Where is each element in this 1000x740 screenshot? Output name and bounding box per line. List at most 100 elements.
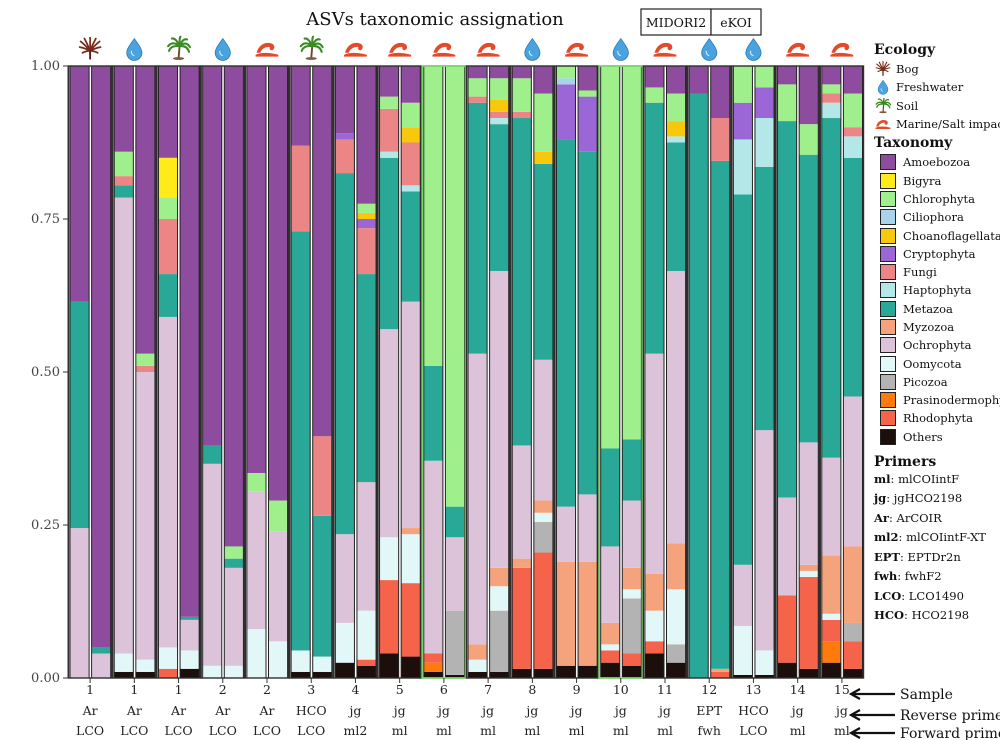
taxonomy-item-label: Others: [903, 429, 943, 444]
x-label-sample: 1: [175, 682, 183, 697]
bar-segment: [401, 656, 421, 678]
bar-segment: [468, 671, 488, 678]
x-label-sample: 5: [396, 682, 404, 697]
bar-segment: [578, 494, 598, 562]
bar-segment: [291, 650, 311, 672]
water-drop-icon: [701, 37, 718, 61]
bar-segment: [644, 87, 664, 103]
primer-item: LCO: LCO1490: [874, 588, 964, 603]
bar-segment: [556, 665, 576, 678]
bar-segment: [512, 78, 532, 112]
bar-segment: [423, 365, 443, 461]
bar-segment: [533, 521, 553, 553]
bar-segment: [356, 610, 377, 660]
ecology-legend: Bog Freshwater Soil Marine/Salt impacted: [874, 60, 1000, 133]
bar-segment: [401, 534, 421, 584]
bar-segment: [356, 665, 377, 678]
bar-segment: [533, 668, 553, 678]
x-label-sample: 6: [440, 682, 448, 697]
bar-segment: [202, 463, 222, 666]
bar-segment: [489, 271, 509, 568]
x-label-reverse: Ar: [170, 703, 186, 718]
taxonomy-item: Fungi: [874, 263, 1000, 281]
legend: Ecology Bog Freshwater Soil Marine/Salt imp…: [874, 40, 1000, 628]
color-swatch: [880, 319, 896, 335]
taxonomy-item-label: Bigyra: [903, 173, 942, 188]
bar-segment: [733, 139, 753, 195]
bar-segment: [489, 111, 509, 119]
taxonomy-item-label: Amoebozoa: [903, 155, 971, 170]
bar-segment: [356, 274, 377, 483]
bar-segment: [335, 139, 355, 174]
bar-segment: [379, 151, 399, 158]
bar-segment: [114, 671, 134, 678]
bar-segment: [246, 66, 266, 473]
bar-segment: [445, 537, 465, 611]
taxonomy-item: Oomycota: [874, 354, 1000, 372]
taxonomy-item-label: Picozoa: [903, 374, 948, 389]
x-label-sample: 3: [307, 682, 315, 697]
taxonomy-item: Bigyra: [874, 171, 1000, 189]
x-label-sample: 4: [351, 682, 359, 697]
sample-group: [554, 65, 599, 679]
x-label-sample: 15: [834, 682, 850, 697]
wave-icon: [875, 119, 891, 129]
bar-segment: [379, 66, 399, 97]
bar-segment: [666, 589, 686, 645]
bar-segment: [843, 157, 863, 397]
x-label-sample: 12: [701, 682, 717, 697]
bar-segment: [468, 96, 488, 103]
bar-segment: [291, 66, 311, 146]
bar-segment: [489, 66, 509, 79]
wave-icon: [255, 42, 279, 57]
bar-segment: [356, 659, 377, 666]
bar-segment: [600, 662, 620, 678]
bar-segment: [644, 653, 664, 678]
bar-segment: [158, 274, 178, 317]
bar-segment: [821, 662, 841, 678]
wave-icon: [432, 42, 456, 57]
ecology-item-bog: Bog: [874, 60, 1000, 78]
bar-segment: [246, 491, 266, 630]
bar-segment: [135, 372, 155, 660]
sample-group: [112, 65, 157, 679]
bar-segment: [158, 316, 178, 648]
bar-segment: [578, 151, 598, 495]
bar-segment: [578, 96, 598, 152]
x-label-forward: LCO: [739, 723, 767, 738]
water-drop-icon: [214, 37, 231, 61]
bar-segment: [733, 194, 753, 565]
x-label-forward: LCO: [253, 723, 281, 738]
color-swatch: [880, 154, 896, 171]
color-swatch: [880, 392, 896, 409]
color-swatch: [880, 227, 896, 244]
bar-segment: [335, 662, 355, 678]
bar-segment: [843, 622, 863, 642]
bar-segment: [356, 482, 377, 611]
bar-segment: [468, 659, 488, 672]
bar-segment: [401, 127, 421, 143]
bar-segment: [622, 589, 642, 599]
bar-segment: [754, 166, 775, 431]
bar-segment: [821, 66, 841, 85]
taxonomy-legend: Amoebozoa Bigyra Chlorophyta Ciliophora Choa…: [874, 153, 1000, 446]
taxonomy-item-label: Oomycota: [903, 356, 962, 371]
x-label-sample: 9: [573, 682, 581, 697]
color-swatch: [880, 373, 896, 390]
chart-title: ASVs taxonomic assignation: [306, 9, 564, 30]
x-label-forward: LCO: [120, 723, 148, 738]
x-label-forward: LCO: [297, 723, 325, 738]
bar-segment: [799, 66, 819, 125]
x-label-reverse: jg: [613, 703, 627, 718]
bar-segment: [135, 66, 155, 354]
bar-segment: [578, 66, 598, 91]
bar-segment: [777, 84, 797, 122]
taxonomy-item: Ciliophora: [874, 208, 1000, 226]
sample-group: [156, 65, 201, 679]
sample-group: [686, 65, 732, 679]
bar-segment: [622, 500, 642, 568]
bar-segment: [70, 301, 90, 529]
bar-segment: [600, 650, 620, 663]
bar-segment: [754, 66, 775, 88]
bar-segment: [821, 619, 841, 642]
